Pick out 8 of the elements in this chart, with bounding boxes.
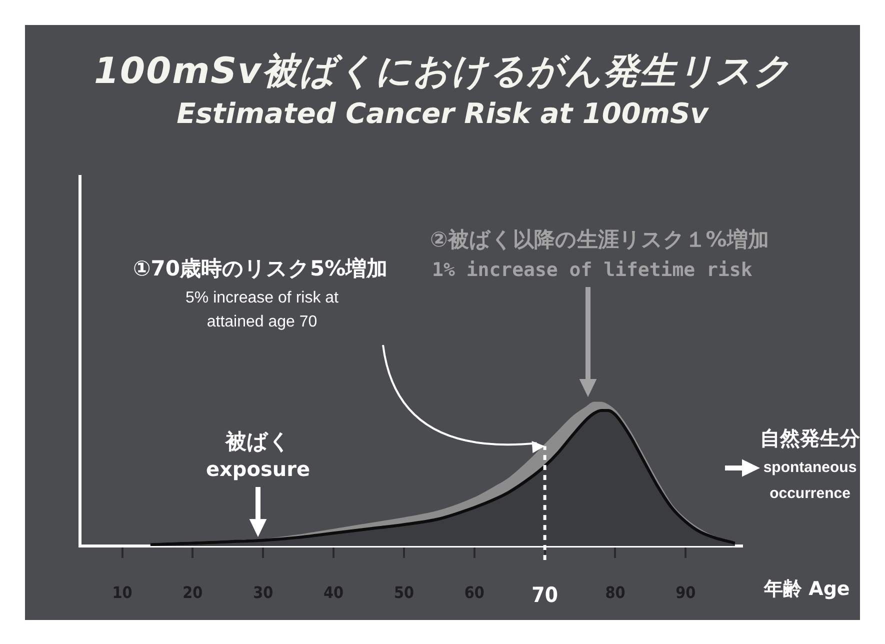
text: 自然発生分 spontaneous occurrence bbox=[760, 426, 861, 502]
x-axis-title: 年齢 Age bbox=[763, 578, 850, 600]
annotation: ①70歳時のリスク5%増加 5% increase of risk at attained age 70 bbox=[133, 256, 388, 330]
chart-title: 100mSv被ばくにおけるがん発生リスク bbox=[92, 50, 792, 94]
x-tick-label: 70 bbox=[532, 583, 558, 608]
chart-subtitle: Estimated Cancer Risk at 100mSv bbox=[176, 97, 710, 130]
text: ②被ばく以降の生涯リスク１%増加 1% increase of lifetime risk bbox=[430, 227, 769, 281]
annotation: 被ばく exposure bbox=[206, 429, 310, 482]
